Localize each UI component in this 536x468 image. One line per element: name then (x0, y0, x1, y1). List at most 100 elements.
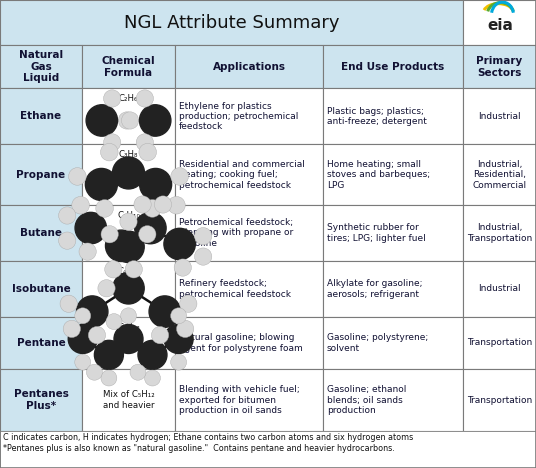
Circle shape (103, 134, 121, 151)
Text: Home heating; small
stoves and barbeques;
LPG: Home heating; small stoves and barbeques… (327, 160, 430, 190)
Circle shape (121, 308, 137, 324)
Bar (463, 88, 536, 145)
Bar (175, 45, 323, 88)
Circle shape (86, 364, 102, 380)
Circle shape (113, 157, 145, 189)
Circle shape (135, 212, 166, 244)
Bar (0, 205, 82, 261)
Bar (175, 88, 323, 145)
Text: eia: eia (488, 18, 513, 33)
Bar (82, 317, 175, 369)
Circle shape (72, 197, 90, 214)
Circle shape (130, 364, 146, 380)
Circle shape (180, 295, 197, 312)
Bar (323, 45, 463, 88)
Text: Blending with vehicle fuel;
exported for bitumen
production in oil sands: Blending with vehicle fuel; exported for… (179, 385, 300, 415)
Circle shape (139, 143, 157, 161)
Text: Alkylate for gasoline;
aerosols; refrigerant: Alkylate for gasoline; aerosols; refrige… (327, 279, 422, 299)
Text: Primary
Sectors: Primary Sectors (477, 56, 523, 78)
Bar (323, 88, 463, 145)
Text: Industrial,
Residential,
Commercial: Industrial, Residential, Commercial (472, 160, 526, 190)
Text: Plastic bags; plastics;
anti-freeze; detergent: Plastic bags; plastics; anti-freeze; det… (327, 107, 427, 126)
Text: Ethylene for plastics
production; petrochemical
feedstock: Ethylene for plastics production; petroc… (179, 102, 299, 132)
Circle shape (134, 196, 151, 213)
Bar (323, 145, 463, 205)
Text: Applications: Applications (212, 62, 286, 72)
Text: Industrial: Industrial (478, 112, 521, 121)
Text: Residential and commercial
heating; cooking fuel;
petrochemical feedstock: Residential and commercial heating; cook… (179, 160, 305, 190)
Bar (0, 145, 82, 205)
Circle shape (139, 226, 156, 243)
Circle shape (96, 200, 114, 217)
Bar (175, 145, 323, 205)
Circle shape (170, 354, 187, 370)
Circle shape (106, 230, 137, 262)
Circle shape (144, 200, 161, 217)
Bar (175, 369, 323, 431)
Circle shape (125, 261, 143, 278)
Circle shape (154, 196, 172, 213)
Bar (463, 205, 536, 261)
Circle shape (139, 168, 172, 200)
Bar (82, 88, 175, 145)
Circle shape (113, 272, 144, 304)
Circle shape (106, 314, 122, 329)
Circle shape (75, 308, 91, 324)
Text: Industrial: Industrial (478, 285, 521, 293)
Bar (463, 0, 536, 45)
Bar (82, 205, 175, 261)
Text: C₄H₁₀: C₄H₁₀ (117, 211, 140, 220)
Text: Propane: Propane (17, 170, 65, 180)
Text: Refinery feedstock;
petrochemical feedstock: Refinery feedstock; petrochemical feedst… (179, 279, 291, 299)
Text: Synthetic rubber for
tires; LPG; lighter fuel: Synthetic rubber for tires; LPG; lighter… (327, 223, 426, 242)
Circle shape (79, 243, 96, 260)
Bar (82, 145, 175, 205)
Circle shape (145, 370, 160, 386)
Text: Gasoline; ethanol
blends; oil sands
production: Gasoline; ethanol blends; oil sands prod… (327, 385, 406, 415)
Circle shape (152, 327, 169, 344)
Bar (175, 317, 323, 369)
Circle shape (68, 324, 97, 353)
Circle shape (94, 340, 123, 369)
Circle shape (86, 105, 117, 136)
Bar (463, 317, 536, 369)
Bar (175, 261, 323, 317)
Bar (323, 261, 463, 317)
Text: Natural gasoline; blowing
agent for polystyrene foam: Natural gasoline; blowing agent for poly… (179, 333, 303, 352)
Circle shape (98, 280, 115, 297)
Circle shape (85, 168, 117, 200)
Circle shape (101, 226, 118, 243)
Text: Industrial,
Transportation: Industrial, Transportation (467, 223, 532, 242)
Text: Petrochemical feedstock;
blending with propane or
gasoline: Petrochemical feedstock; blending with p… (179, 218, 293, 248)
Circle shape (105, 261, 122, 278)
Circle shape (58, 207, 76, 224)
Circle shape (113, 231, 144, 263)
Text: End Use Products: End Use Products (341, 62, 445, 72)
Circle shape (60, 295, 77, 312)
Circle shape (75, 212, 107, 244)
Bar (0, 261, 82, 317)
Circle shape (164, 324, 193, 353)
Text: Transportation: Transportation (467, 395, 532, 404)
Bar (463, 369, 536, 431)
Bar (0, 88, 82, 145)
Bar (0, 431, 536, 468)
Circle shape (101, 370, 117, 386)
Circle shape (88, 327, 106, 344)
Circle shape (63, 320, 80, 337)
Circle shape (101, 143, 118, 161)
Text: Butane: Butane (20, 228, 62, 238)
Circle shape (195, 248, 212, 265)
Circle shape (118, 112, 136, 129)
Circle shape (136, 134, 153, 151)
Circle shape (122, 112, 139, 129)
Circle shape (170, 308, 187, 324)
Circle shape (114, 324, 143, 353)
Text: Natural
Gas
Liquid: Natural Gas Liquid (19, 50, 63, 83)
Circle shape (120, 213, 137, 230)
Circle shape (136, 90, 153, 107)
Text: Transportation: Transportation (467, 338, 532, 347)
Text: Chemical
Formula: Chemical Formula (102, 56, 155, 78)
Text: C indicates carbon, H indicates hydrogen; Ethane contains two carbon atoms and s: C indicates carbon, H indicates hydrogen… (3, 433, 413, 453)
Circle shape (139, 105, 171, 136)
